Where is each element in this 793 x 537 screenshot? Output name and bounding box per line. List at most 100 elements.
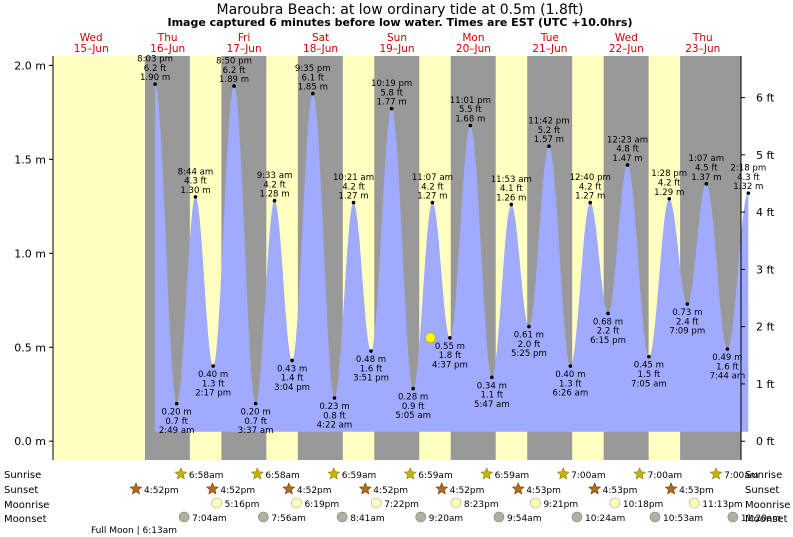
tide-extreme-label: 5:25 pm	[511, 349, 547, 359]
sunrise-icon	[327, 467, 341, 480]
chart-title: Maroubra Beach: at low ordinary tide at …	[217, 2, 584, 18]
tide-extreme-label: 3:37 am	[238, 426, 274, 436]
tide-extreme-label: 0.40 m	[555, 370, 585, 380]
sunset-time: 4:53pm	[603, 486, 638, 496]
sunset-row-label-left: Sunset	[4, 485, 38, 496]
tide-extreme-point	[351, 200, 356, 205]
tide-extreme-label: 11:53 am	[491, 175, 532, 185]
sunrise-icon	[556, 467, 570, 480]
sunset-icon	[282, 482, 296, 495]
tide-extreme-label: 1.30 m	[180, 186, 210, 196]
tide-extreme-label: 6.2 ft	[223, 66, 246, 76]
sunrise-icon	[403, 467, 417, 480]
tide-extreme-point	[272, 198, 277, 203]
day-date-label: 16–Jun	[150, 43, 185, 55]
tide-extreme-label: 5.8 ft	[380, 88, 403, 98]
sunrise-time: 7:00am	[724, 471, 759, 481]
sunrise-icon	[633, 467, 647, 480]
tide-extreme-label: 4.2 ft	[421, 182, 444, 192]
tide-extreme-point	[332, 396, 337, 400]
tide-extreme-label: 1.5 ft	[638, 370, 661, 380]
moonrise-icon	[450, 497, 462, 509]
sunset-icon	[435, 482, 449, 495]
sunrise-icon	[174, 467, 188, 480]
tide-extreme-point	[193, 195, 198, 199]
tide-extreme-label: 1.3 ft	[559, 379, 582, 389]
sunrise-time: 6:58am	[265, 471, 300, 481]
day-name-label: Tue	[540, 32, 559, 44]
tide-extreme-label: 4.5 ft	[695, 163, 718, 173]
sunset-icon	[511, 482, 525, 495]
sunset-row-label-right: Sunset	[745, 485, 779, 496]
tide-extreme-label: 1.8 ft	[439, 351, 462, 361]
tide-extreme-label: 2:18 pm	[730, 164, 766, 174]
right-axis-tick-label: 3 ft	[756, 263, 775, 276]
tide-extreme-point	[725, 347, 730, 351]
tide-extreme-label: 0.28 m	[398, 393, 428, 403]
tide-extreme-label: 11:07 am	[412, 173, 453, 183]
tide-extreme-label: 7:09 pm	[669, 327, 705, 337]
sunset-time: 4:52pm	[220, 486, 255, 496]
chart-subtitle: Image captured 6 minutes before low wate…	[167, 16, 632, 29]
tide-extreme-point	[430, 200, 435, 205]
tide-extreme-point	[311, 91, 315, 96]
tide-extreme-label: 6:26 am	[553, 389, 589, 399]
tide-extreme-label: 12:40 pm	[570, 173, 611, 183]
moonrise-time: 9:21pm	[543, 500, 578, 510]
day-date-label: 21–Jun	[532, 43, 567, 55]
tide-extreme-label: 1.29 m	[654, 188, 684, 198]
moonrise-icon	[211, 497, 222, 509]
tide-extreme-point	[685, 302, 690, 306]
tide-extreme-label: 0.20 m	[241, 408, 271, 418]
tide-extreme-label: 1:28 pm	[651, 169, 687, 179]
tide-extreme-label: 6:15 pm	[590, 336, 626, 346]
moonrise-time: 6:19pm	[304, 500, 339, 510]
day-name-label: Fri	[238, 32, 251, 44]
moonrise-icon	[609, 497, 621, 509]
tide-extreme-label: 2.2 ft	[597, 327, 620, 337]
day-name-label: Thu	[692, 32, 713, 44]
moonset-time: 10:24am	[585, 514, 625, 524]
tide-extreme-label: 11:01 pm	[450, 96, 491, 106]
right-axis-tick-label: 2 ft	[756, 321, 775, 334]
tide-extreme-label: 1.6 ft	[716, 362, 739, 372]
day-name-label: Wed	[80, 32, 103, 44]
moonrise-time: 7:22pm	[384, 500, 419, 510]
left-axis-tick-label: 1.5 m	[14, 153, 46, 166]
tide-extreme-point	[568, 364, 573, 368]
tide-extreme-point	[509, 202, 514, 207]
tide-extreme-point	[153, 82, 157, 86]
sunset-time: 4:52pm	[450, 486, 485, 496]
tide-extreme-label: 0.7 ft	[244, 417, 267, 427]
moonrise-icon	[370, 497, 382, 509]
moonset-icon	[727, 511, 739, 523]
tide-extreme-point	[468, 123, 473, 128]
tide-extreme-label: 4.1 ft	[500, 184, 523, 194]
tide-extreme-label: 9:35 pm	[295, 64, 331, 74]
tide-extreme-label: 0.43 m	[277, 364, 307, 374]
sunrise-time: 6:58am	[189, 471, 224, 481]
tide-extreme-label: 10:21 am	[333, 173, 374, 183]
tide-extreme-point	[411, 386, 415, 391]
sunset-icon	[664, 482, 678, 495]
tide-extreme-label: 1.1 ft	[481, 391, 504, 401]
tide-extreme-label: 0.23 m	[319, 402, 349, 412]
left-axis-tick-label: 0.5 m	[14, 341, 46, 354]
tide-extreme-label: 0.7 ft	[165, 417, 188, 427]
day-date-label: 19–Jun	[379, 43, 414, 55]
tide-extreme-label: 1.4 ft	[281, 374, 304, 384]
tide-extreme-point	[369, 349, 373, 353]
tide-extreme-label: 4:37 pm	[432, 360, 468, 370]
sunset-icon	[358, 482, 372, 495]
tide-extreme-point	[253, 401, 258, 406]
tide-extreme-point	[389, 106, 394, 111]
left-axis-tick-label: 1.0 m	[14, 247, 46, 260]
tide-extreme-point	[448, 336, 452, 340]
moonset-time: 10:53am	[663, 514, 703, 524]
tide-extreme-label: 0.55 m	[435, 342, 465, 352]
moonset-time: 8:41am	[350, 514, 385, 524]
moonset-row-label-left: Moonset	[4, 514, 47, 525]
tide-extreme-label: 4.2 ft	[263, 180, 286, 190]
tide-extreme-label: 11:42 pm	[528, 117, 569, 127]
